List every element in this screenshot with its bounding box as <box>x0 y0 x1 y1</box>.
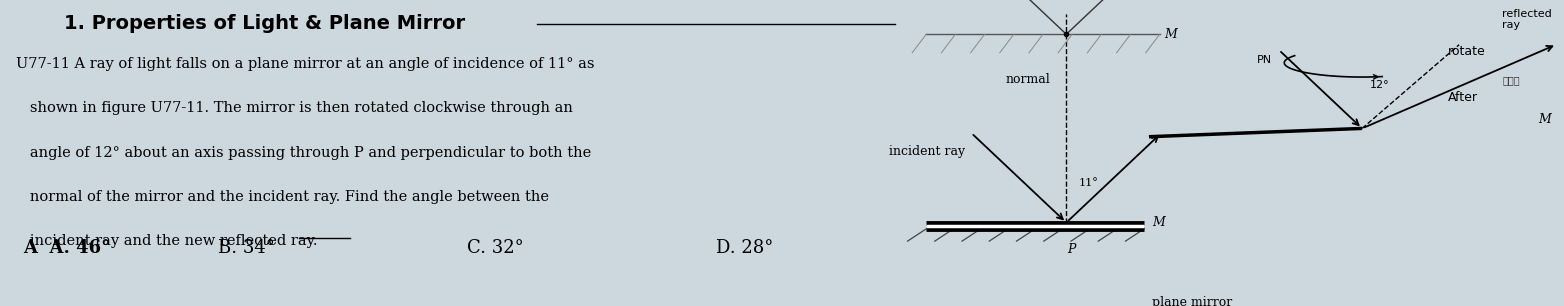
Text: plane mirror: plane mirror <box>1153 296 1232 306</box>
Text: 反射线: 反射线 <box>1501 75 1520 85</box>
Text: 12°: 12° <box>1370 80 1389 90</box>
Text: After: After <box>1448 91 1478 103</box>
Text: B. 34°: B. 34° <box>217 239 275 257</box>
Text: D. 28°: D. 28° <box>716 239 774 257</box>
Text: reflected
ray: reflected ray <box>1501 9 1551 30</box>
Text: C. 32°: C. 32° <box>468 239 524 257</box>
Text: P: P <box>1067 243 1074 256</box>
Text: shown in figure U77-11. The mirror is then rotated clockwise through an: shown in figure U77-11. The mirror is th… <box>16 101 572 115</box>
Text: PN: PN <box>1257 55 1272 65</box>
Text: incident ray and the new reflected ray.: incident ray and the new reflected ray. <box>16 234 317 248</box>
Text: A  A. 46°: A A. 46° <box>23 239 111 257</box>
Text: M: M <box>1153 216 1165 229</box>
Text: 1. Properties of Light & Plane Mirror: 1. Properties of Light & Plane Mirror <box>64 14 465 33</box>
Text: normal of the mirror and the incident ray. Find the angle between the: normal of the mirror and the incident ra… <box>16 190 549 204</box>
Text: M: M <box>1537 113 1551 126</box>
Text: incident ray: incident ray <box>888 145 965 158</box>
Text: normal: normal <box>1006 73 1051 86</box>
Text: angle of 12° about an axis passing through P and perpendicular to both the: angle of 12° about an axis passing throu… <box>16 146 591 159</box>
Text: rotate: rotate <box>1448 45 1486 58</box>
Text: U77-11 A ray of light falls on a plane mirror at an angle of incidence of 11° as: U77-11 A ray of light falls on a plane m… <box>16 57 594 71</box>
Text: M: M <box>1164 28 1178 41</box>
Text: 11°: 11° <box>1079 177 1098 188</box>
